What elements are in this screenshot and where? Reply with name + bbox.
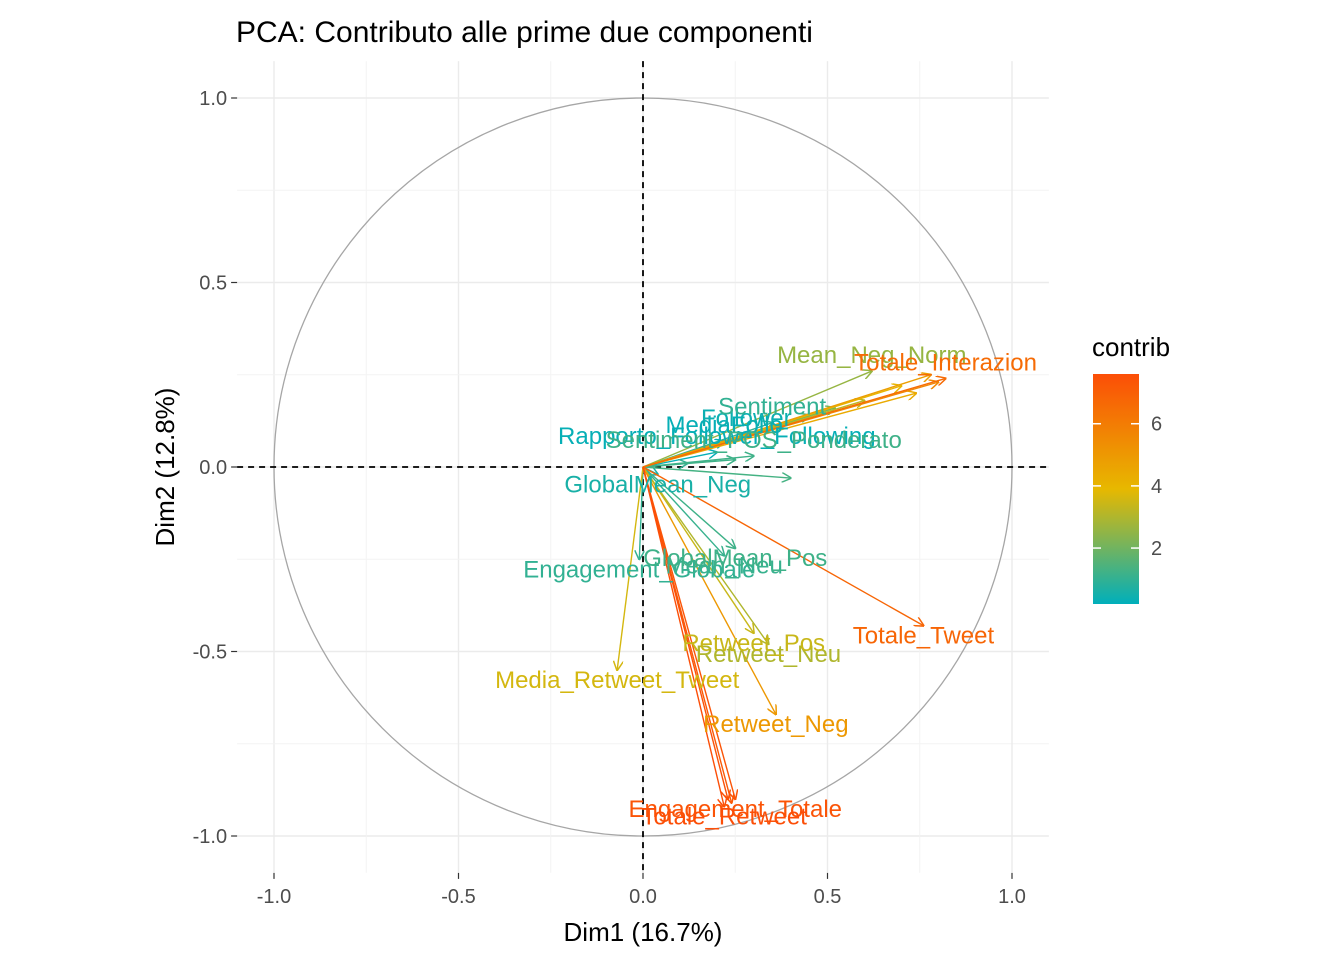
chart-title: PCA: Contributo alle prime due component…	[236, 16, 813, 49]
arrow-media-retweet-tweet	[617, 466, 644, 670]
arrow-variable-9	[642, 460, 735, 468]
y-tick-label: 0.0	[199, 457, 227, 479]
legend-tick-label: 2	[1151, 538, 1162, 560]
label-retweet-pos: Retweet_Pos	[682, 630, 825, 657]
arrow-totale-retweet	[642, 466, 724, 806]
label-media-retweet-tweet: Media_Retweet_Tweet	[495, 667, 739, 694]
label-rapporto-follower-following: Rapporto_Follower_Following	[558, 423, 876, 450]
label-retweet-neg: Retweet_Neg	[703, 711, 848, 738]
arrow-retweet-neg	[642, 466, 776, 714]
x-tick-label: 0.0	[629, 886, 657, 908]
variable-arrows	[617, 371, 945, 806]
label-engagement-globale: Engagement_Globale	[523, 556, 755, 583]
x-tick-label: 0.5	[814, 886, 842, 908]
label-follower: Follower	[701, 405, 792, 432]
axis-ticks: -1.0 -0.5 0.0 0.5 1.0 -1.0 -0.5 0.0 0.5 1.0	[193, 88, 1026, 908]
x-tick-label: 1.0	[998, 886, 1026, 908]
y-tick-label: 1.0	[199, 88, 227, 110]
legend: contrib 2 4 6	[1092, 332, 1170, 604]
legend-tick-label: 6	[1151, 414, 1162, 436]
label-retweet-neu: Retweet_Neu	[696, 641, 841, 668]
arrow-variable-28	[642, 466, 728, 799]
label-totale-interazion: Totale_Interazion	[854, 349, 1037, 376]
arrow-totale-interazion	[642, 378, 946, 468]
arrow-retweet-neu	[642, 466, 768, 644]
arrow-variable-11	[642, 466, 791, 478]
label-globalmean-neg: GlobalMean_Neg	[564, 471, 751, 498]
arrow-variable-20	[642, 393, 916, 468]
arrow-mean-neg-norm	[642, 371, 872, 468]
reference-lines	[237, 61, 1049, 873]
y-axis-title: Dim2 (12.8%)	[150, 388, 180, 547]
variable-labels: MediaFolloRapporto_Follower_FollowingFol…	[495, 342, 1037, 830]
label-totale-tweet: Totale_Tweet	[853, 623, 995, 650]
label-sentiment: Sentiment	[718, 394, 826, 421]
legend-tick-label: 4	[1151, 476, 1162, 498]
x-tick-label: -1.0	[257, 886, 291, 908]
arrow-engagement-globale	[639, 466, 643, 559]
y-tick-label: 0.5	[199, 273, 227, 295]
label-engagement-totale: Engagement_Totale	[629, 796, 843, 823]
label-mean-neu: Mean_Neu	[665, 553, 782, 580]
arrow-variable-21	[642, 375, 931, 468]
legend-title: contrib	[1092, 332, 1170, 362]
arrow-engagement-totale	[642, 466, 735, 799]
arrow-globalmean-pos	[642, 466, 735, 548]
label-mean-neg-norm: Mean_Neg_Norm	[777, 342, 966, 369]
arrow-mean-neu	[642, 466, 724, 556]
label-totale-retweet: Totale_Retweet	[641, 803, 807, 830]
arrow-totale-tweet	[642, 466, 923, 626]
legend-ticks: 2 4 6	[1093, 414, 1162, 560]
x-tick-label: -0.5	[441, 886, 475, 908]
y-tick-label: -0.5	[193, 642, 227, 664]
y-tick-label: -1.0	[193, 826, 227, 848]
label-mediafollo: MediaFollo	[665, 412, 782, 439]
x-axis-title: Dim1 (16.7%)	[564, 917, 723, 947]
legend-colorbar	[1093, 374, 1139, 604]
arrow-retweet-pos	[642, 466, 754, 633]
label-globalmean-pos: GlobalMean_Pos	[643, 545, 827, 572]
label-sentiment-pos-ponderato: Sentiment_POS_Ponderato	[606, 427, 902, 454]
